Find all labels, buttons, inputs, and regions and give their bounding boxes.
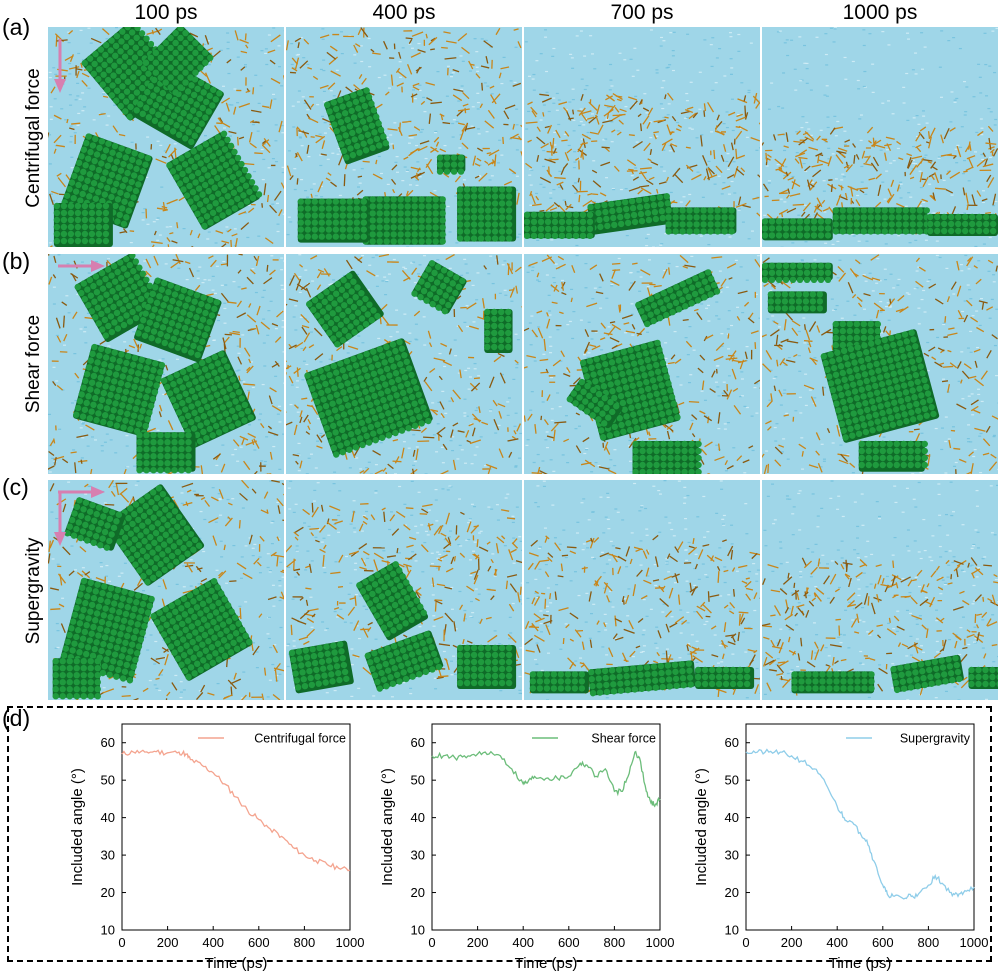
y-tick-label: 30 xyxy=(725,848,739,863)
x-tick-label: 200 xyxy=(157,935,179,950)
plot-frame xyxy=(746,724,974,930)
column-header-700ps: 700 ps xyxy=(524,0,760,26)
x-tick-label: 800 xyxy=(294,935,316,950)
y-tick-label: 10 xyxy=(411,923,425,938)
y-tick-label: 50 xyxy=(725,773,739,788)
x-tick-label: 600 xyxy=(872,935,894,950)
y-tick-label: 50 xyxy=(411,773,425,788)
x-tick-label: 1000 xyxy=(960,935,989,950)
y-tick-label: 40 xyxy=(101,810,115,825)
y-tick-label: 30 xyxy=(411,848,425,863)
snapshot-centrifugal-force-700ps xyxy=(524,27,760,247)
snapshot-supergravity-400ps xyxy=(286,480,522,700)
x-tick-label: 1000 xyxy=(646,935,675,950)
snapshot-supergravity-100ps xyxy=(48,480,284,700)
snapshot-centrifugal-force-1000ps xyxy=(762,27,998,247)
column-header-400ps: 400 ps xyxy=(286,0,522,26)
snapshot-centrifugal-force-400ps xyxy=(286,27,522,247)
y-tick-label: 60 xyxy=(101,735,115,750)
y-tick-label: 40 xyxy=(411,810,425,825)
snapshot-supergravity-700ps xyxy=(524,480,760,700)
y-tick-label: 20 xyxy=(101,885,115,900)
y-tick-label: 20 xyxy=(411,885,425,900)
x-tick-label: 800 xyxy=(918,935,940,950)
y-tick-label: 10 xyxy=(725,923,739,938)
x-tick-label: 1000 xyxy=(336,935,365,950)
x-tick-label: 0 xyxy=(742,935,749,950)
y-tick-label: 20 xyxy=(725,885,739,900)
column-header-1000ps: 1000 ps xyxy=(762,0,998,26)
x-axis-title: Time (ps) xyxy=(205,955,268,971)
x-tick-label: 0 xyxy=(428,935,435,950)
snapshot-supergravity-1000ps xyxy=(762,480,998,700)
snapshot-shear-force-1000ps xyxy=(762,254,998,474)
plot-frame xyxy=(432,724,660,930)
y-axis-title: Included angle (°) xyxy=(693,768,710,886)
series-line xyxy=(746,750,974,899)
x-tick-label: 800 xyxy=(604,935,626,950)
y-tick-label: 10 xyxy=(101,923,115,938)
legend-label: Shear force xyxy=(591,732,656,746)
row-label-supergravity: Supergravity xyxy=(23,491,45,691)
y-tick-label: 30 xyxy=(101,848,115,863)
x-tick-label: 400 xyxy=(202,935,224,950)
snapshot-shear-force-700ps xyxy=(524,254,760,474)
x-axis-title: Time (ps) xyxy=(515,955,578,971)
snapshot-shear-force-400ps xyxy=(286,254,522,474)
panel-label-a: (a) xyxy=(2,14,30,41)
x-tick-label: 600 xyxy=(558,935,580,950)
series-line xyxy=(122,750,350,870)
snapshot-centrifugal-force-100ps xyxy=(48,27,284,247)
snapshot-shear-force-100ps xyxy=(48,254,284,474)
y-tick-label: 50 xyxy=(101,773,115,788)
series-line xyxy=(432,752,660,807)
x-tick-label: 200 xyxy=(467,935,489,950)
y-axis-title: Included angle (°) xyxy=(69,768,86,886)
y-axis-title: Included angle (°) xyxy=(379,768,396,886)
plot-frame xyxy=(122,724,350,930)
y-tick-label: 60 xyxy=(725,735,739,750)
x-tick-label: 600 xyxy=(248,935,270,950)
column-header-100ps: 100 ps xyxy=(48,0,284,26)
y-tick-label: 40 xyxy=(725,810,739,825)
legend-label: Supergravity xyxy=(900,732,971,746)
x-tick-label: 200 xyxy=(781,935,803,950)
x-tick-label: 400 xyxy=(826,935,848,950)
legend-label: Centrifugal force xyxy=(254,732,346,746)
x-tick-label: 0 xyxy=(118,935,125,950)
x-axis-title: Time (ps) xyxy=(829,955,892,971)
row-label-shear: Shear force xyxy=(23,264,45,464)
row-label-centrifugal: Centrifugal force xyxy=(23,38,45,238)
y-tick-label: 60 xyxy=(411,735,425,750)
x-tick-label: 400 xyxy=(512,935,534,950)
